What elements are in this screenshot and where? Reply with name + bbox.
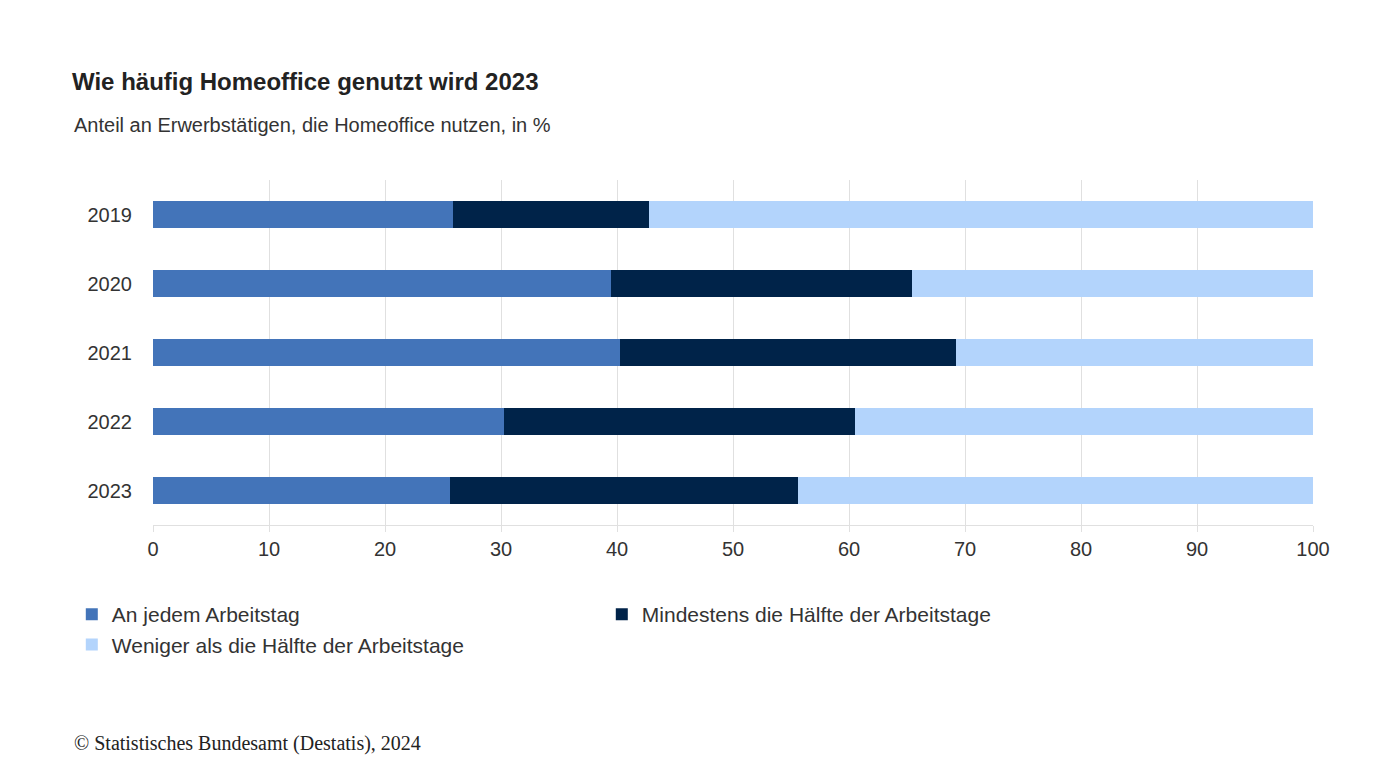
svg-text:70: 70 — [954, 538, 976, 560]
svg-text:2020: 2020 — [88, 273, 133, 295]
svg-text:Anteil an Erwerbstätigen, die: Anteil an Erwerbstätigen, die Homeoffice… — [74, 114, 551, 136]
svg-text:0: 0 — [147, 538, 158, 560]
svg-text:50: 50 — [722, 538, 744, 560]
svg-text:10: 10 — [258, 538, 280, 560]
svg-text:80: 80 — [1070, 538, 1092, 560]
svg-text:100: 100 — [1296, 538, 1329, 560]
svg-text:Weniger als die Hälfte der Arb: Weniger als die Hälfte der Arbeitstage — [112, 634, 464, 657]
svg-text:2019: 2019 — [88, 204, 133, 226]
svg-text:40: 40 — [606, 538, 628, 560]
svg-text:2021: 2021 — [88, 342, 133, 364]
svg-text:2022: 2022 — [88, 411, 133, 433]
svg-text:60: 60 — [838, 538, 860, 560]
svg-text:2023: 2023 — [88, 480, 133, 502]
svg-text:An jedem Arbeitstag: An jedem Arbeitstag — [112, 603, 300, 626]
svg-text:30: 30 — [490, 538, 512, 560]
svg-text:© Statistisches Bundesamt (Des: © Statistisches Bundesamt (Destatis), 20… — [74, 732, 421, 755]
svg-text:Wie häufig Homeoffice genutzt: Wie häufig Homeoffice genutzt wird 2023 — [72, 68, 539, 95]
svg-text:Mindestens die Hälfte der Arbe: Mindestens die Hälfte der Arbeitstage — [642, 603, 991, 626]
svg-text:90: 90 — [1186, 538, 1208, 560]
svg-text:20: 20 — [374, 538, 396, 560]
